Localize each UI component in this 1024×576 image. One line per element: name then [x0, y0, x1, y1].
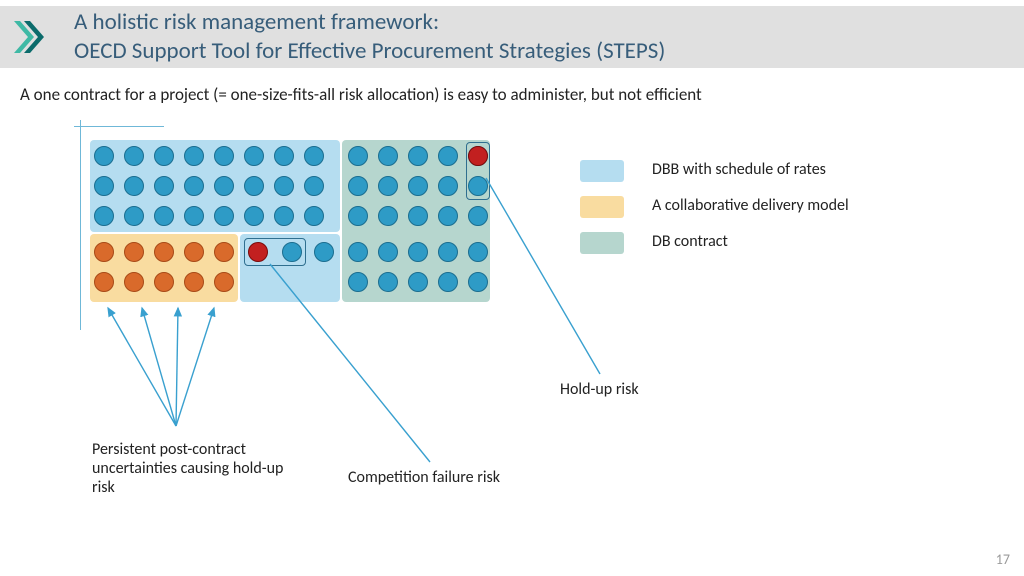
risk-dot — [438, 176, 458, 196]
risk-dot — [124, 206, 144, 226]
holdup-highlight — [466, 142, 490, 200]
risk-dot — [154, 242, 174, 262]
page-number: 17 — [996, 551, 1010, 568]
legend-item: DB contract — [580, 232, 849, 254]
risk-dot — [378, 206, 398, 226]
risk-dot — [468, 242, 488, 262]
risk-dot — [408, 242, 428, 262]
risk-dot — [94, 146, 114, 166]
risk-dot — [214, 242, 234, 262]
risk-dot — [348, 176, 368, 196]
risk-dot — [304, 176, 324, 196]
legend-swatch — [580, 232, 624, 254]
risk-dot — [468, 272, 488, 292]
risk-dot — [348, 272, 368, 292]
risk-dot — [314, 242, 334, 262]
callout-competition: Competition failure risk — [348, 468, 500, 487]
risk-dot — [184, 206, 204, 226]
callout-persistent: Persistent post-contract uncertainties c… — [92, 440, 302, 497]
competition-highlight — [244, 238, 306, 266]
risk-dot — [304, 206, 324, 226]
risk-dot — [348, 146, 368, 166]
title-line-2: OECD Support Tool for Effective Procurem… — [74, 37, 665, 66]
risk-dot — [214, 146, 234, 166]
risk-dot — [124, 146, 144, 166]
risk-dot — [184, 146, 204, 166]
risk-dot — [154, 146, 174, 166]
risk-dot — [154, 176, 174, 196]
risk-dot — [348, 242, 368, 262]
risk-dot — [124, 176, 144, 196]
legend-label: DB contract — [652, 232, 728, 252]
risk-dot — [378, 272, 398, 292]
legend-item: A collaborative delivery model — [580, 196, 849, 218]
risk-dot — [94, 176, 114, 196]
risk-dot — [348, 206, 368, 226]
legend-swatch — [580, 160, 624, 182]
title-line-1: A holistic risk management framework: — [74, 8, 665, 37]
risk-dot — [304, 146, 324, 166]
risk-dot — [244, 176, 264, 196]
risk-dot — [378, 146, 398, 166]
risk-dot — [378, 176, 398, 196]
risk-dot — [438, 242, 458, 262]
risk-diagram — [80, 130, 500, 350]
risk-dot — [184, 242, 204, 262]
slide-title: A holistic risk management framework: OE… — [74, 8, 665, 66]
risk-dot — [274, 146, 294, 166]
risk-dot — [184, 272, 204, 292]
risk-dot — [154, 206, 174, 226]
risk-dot — [124, 242, 144, 262]
header-bar: A holistic risk management framework: OE… — [0, 6, 1024, 68]
risk-dot — [438, 146, 458, 166]
axis-horizontal — [74, 126, 164, 127]
risk-dot — [94, 242, 114, 262]
risk-dot — [408, 272, 428, 292]
risk-dot — [244, 206, 264, 226]
slide-subtitle: A one contract for a project (= one-size… — [20, 84, 702, 105]
risk-dot — [408, 206, 428, 226]
risk-dot — [94, 206, 114, 226]
oecd-chevron-logo — [10, 15, 54, 59]
legend: DBB with schedule of rates A collaborativ… — [580, 160, 849, 268]
legend-item: DBB with schedule of rates — [580, 160, 849, 182]
risk-dot — [438, 272, 458, 292]
risk-dot — [214, 206, 234, 226]
risk-dot — [214, 272, 234, 292]
legend-label: A collaborative delivery model — [652, 196, 849, 216]
axis-vertical — [80, 120, 81, 330]
callout-holdup: Hold-up risk — [560, 380, 639, 399]
risk-dot — [274, 176, 294, 196]
risk-dot — [184, 176, 204, 196]
risk-dot — [408, 146, 428, 166]
risk-dot — [378, 242, 398, 262]
risk-dot — [408, 176, 428, 196]
legend-label: DBB with schedule of rates — [652, 160, 826, 180]
risk-dot — [124, 272, 144, 292]
risk-dot — [154, 272, 174, 292]
risk-dot — [214, 176, 234, 196]
risk-dot — [468, 206, 488, 226]
risk-dot — [438, 206, 458, 226]
risk-dot — [94, 272, 114, 292]
risk-dot — [274, 206, 294, 226]
legend-swatch — [580, 196, 624, 218]
risk-dot — [244, 146, 264, 166]
